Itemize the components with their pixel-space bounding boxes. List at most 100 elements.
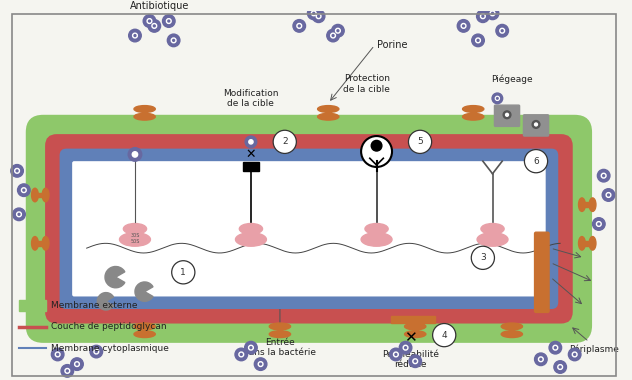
Circle shape (249, 140, 253, 144)
Bar (413, 326, 418, 334)
Circle shape (602, 189, 615, 201)
Circle shape (525, 150, 547, 173)
Circle shape (371, 140, 382, 151)
Circle shape (415, 360, 416, 362)
Circle shape (308, 7, 320, 20)
Circle shape (298, 25, 300, 27)
Circle shape (597, 169, 610, 182)
Ellipse shape (463, 113, 484, 120)
Circle shape (240, 353, 242, 355)
Circle shape (166, 19, 171, 24)
Circle shape (172, 261, 195, 284)
Circle shape (331, 33, 336, 38)
Circle shape (492, 13, 494, 14)
Circle shape (461, 24, 466, 28)
Circle shape (501, 30, 503, 32)
Circle shape (503, 111, 511, 119)
Circle shape (490, 11, 495, 16)
Ellipse shape (589, 198, 596, 211)
Ellipse shape (404, 323, 426, 330)
Circle shape (95, 351, 97, 353)
FancyBboxPatch shape (535, 232, 549, 312)
Text: 30S
50S: 30S 50S (130, 233, 140, 244)
Circle shape (535, 353, 547, 366)
Circle shape (389, 348, 402, 361)
Circle shape (316, 14, 321, 19)
Circle shape (16, 170, 18, 172)
Circle shape (549, 341, 562, 354)
Circle shape (250, 347, 252, 348)
Ellipse shape (123, 223, 147, 234)
Wedge shape (135, 282, 153, 301)
Circle shape (23, 189, 25, 191)
Circle shape (128, 148, 142, 161)
Circle shape (312, 11, 316, 16)
Ellipse shape (134, 323, 155, 330)
Bar (391, 316, 435, 323)
Circle shape (147, 19, 152, 24)
Circle shape (540, 358, 542, 360)
Bar (509, 326, 514, 334)
Circle shape (477, 10, 489, 22)
Circle shape (336, 28, 340, 33)
Bar (142, 109, 147, 117)
Circle shape (554, 347, 556, 348)
Text: Ribosome: Ribosome (355, 264, 399, 274)
FancyBboxPatch shape (523, 115, 549, 136)
Circle shape (18, 184, 30, 196)
Ellipse shape (365, 223, 388, 234)
Text: 5: 5 (417, 137, 423, 146)
Circle shape (492, 93, 502, 104)
Circle shape (532, 120, 540, 128)
Circle shape (558, 365, 562, 369)
Ellipse shape (578, 198, 585, 211)
Ellipse shape (589, 237, 596, 250)
FancyBboxPatch shape (26, 115, 592, 343)
Ellipse shape (318, 113, 339, 120)
Bar (326, 109, 331, 117)
Circle shape (568, 348, 581, 361)
Ellipse shape (361, 233, 392, 246)
Ellipse shape (404, 331, 426, 337)
Ellipse shape (134, 106, 155, 112)
Bar (582, 241, 593, 246)
Circle shape (16, 212, 21, 217)
Text: Antibiotique: Antibiotique (130, 2, 189, 11)
Ellipse shape (318, 106, 339, 112)
Ellipse shape (481, 223, 504, 234)
Circle shape (254, 358, 267, 370)
Ellipse shape (119, 233, 150, 246)
Circle shape (245, 136, 257, 148)
Text: Couche de peptidoglycan: Couche de peptidoglycan (51, 322, 166, 331)
Circle shape (433, 323, 456, 347)
Text: Périplasme: Périplasme (569, 345, 619, 354)
Circle shape (312, 10, 325, 22)
Circle shape (162, 15, 175, 27)
Ellipse shape (501, 323, 523, 330)
Circle shape (471, 246, 494, 269)
Ellipse shape (42, 188, 49, 202)
FancyBboxPatch shape (59, 149, 558, 309)
Circle shape (61, 364, 73, 377)
Circle shape (399, 341, 412, 354)
FancyBboxPatch shape (45, 134, 573, 323)
Circle shape (239, 352, 244, 357)
Circle shape (66, 370, 68, 372)
Bar (243, 162, 258, 171)
Ellipse shape (269, 323, 291, 330)
Circle shape (313, 13, 315, 14)
Circle shape (143, 15, 155, 27)
Circle shape (173, 40, 174, 41)
Ellipse shape (134, 113, 155, 120)
Circle shape (327, 29, 339, 42)
Circle shape (94, 349, 99, 354)
Circle shape (13, 208, 25, 221)
Ellipse shape (236, 233, 267, 246)
Circle shape (404, 347, 406, 348)
Circle shape (273, 130, 296, 154)
Circle shape (65, 369, 70, 373)
Text: Piégeage: Piégeage (491, 74, 533, 84)
Text: ✕: ✕ (246, 148, 256, 161)
Text: Porine: Porine (377, 40, 407, 50)
Bar (35, 241, 46, 246)
